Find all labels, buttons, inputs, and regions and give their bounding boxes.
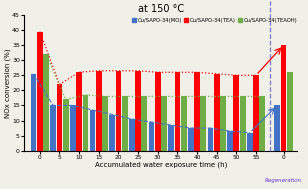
Bar bbox=[214, 74, 220, 151]
Bar bbox=[188, 128, 194, 151]
Bar bbox=[274, 105, 280, 151]
Bar bbox=[102, 96, 108, 151]
Bar bbox=[233, 75, 239, 151]
Bar bbox=[141, 96, 147, 151]
Bar bbox=[83, 95, 88, 151]
Bar bbox=[37, 32, 43, 151]
Y-axis label: NOx conversion (%): NOx conversion (%) bbox=[4, 48, 11, 118]
Bar bbox=[220, 96, 226, 151]
Bar bbox=[148, 122, 154, 151]
Bar bbox=[155, 72, 161, 151]
Legend: Cu/SAPO-34(MO), Cu/SAPO-34(TEA), Cu/SAPO-34(TEAOH): Cu/SAPO-34(MO), Cu/SAPO-34(TEA), Cu/SAPO… bbox=[132, 18, 298, 22]
Bar bbox=[30, 74, 36, 151]
Bar bbox=[96, 71, 102, 151]
Bar bbox=[208, 128, 213, 151]
Bar bbox=[227, 131, 233, 151]
Bar bbox=[161, 96, 167, 151]
Bar bbox=[181, 96, 187, 151]
Bar bbox=[194, 72, 200, 151]
Text: Regeneration: Regeneration bbox=[265, 178, 302, 183]
Bar bbox=[90, 110, 95, 151]
Bar bbox=[129, 119, 135, 151]
Title: at 150 °C: at 150 °C bbox=[138, 4, 184, 14]
Bar bbox=[175, 72, 180, 151]
Bar bbox=[50, 105, 56, 151]
Bar bbox=[253, 75, 259, 151]
Bar bbox=[63, 99, 69, 151]
Bar bbox=[109, 115, 115, 151]
Bar bbox=[122, 96, 128, 151]
Bar bbox=[70, 105, 76, 151]
Bar bbox=[201, 96, 206, 151]
Bar bbox=[281, 45, 286, 151]
Bar bbox=[57, 84, 62, 151]
Bar bbox=[247, 133, 253, 151]
Bar bbox=[287, 72, 293, 151]
Bar bbox=[240, 96, 245, 151]
Bar bbox=[116, 71, 121, 151]
Bar bbox=[43, 54, 49, 151]
X-axis label: Accumulated water exposure time (h): Accumulated water exposure time (h) bbox=[95, 161, 227, 168]
Bar bbox=[168, 125, 174, 151]
Bar bbox=[259, 96, 265, 151]
Bar bbox=[76, 72, 82, 151]
Bar bbox=[135, 71, 141, 151]
